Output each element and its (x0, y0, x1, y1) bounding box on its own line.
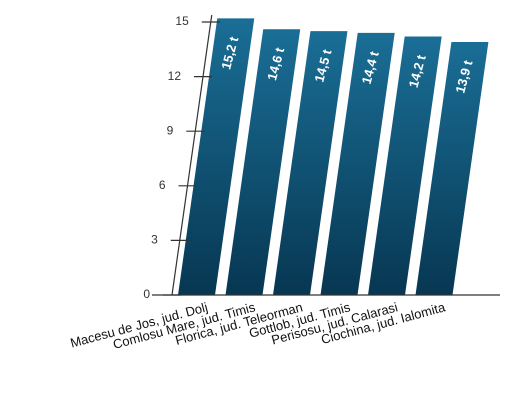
y-axis-line (171, 14, 213, 296)
y-tick-label: 15 (175, 14, 189, 28)
bar (178, 18, 255, 296)
y-tick-label: 6 (159, 178, 166, 192)
y-tick-label: 9 (167, 123, 174, 137)
y-tick-label: 3 (151, 233, 158, 247)
bar (320, 32, 395, 296)
bar (368, 36, 442, 296)
bars-group (178, 18, 489, 296)
bar (273, 31, 348, 295)
axes-group (152, 14, 500, 296)
bar (225, 29, 301, 296)
bar (415, 42, 489, 295)
y-tick-label: 0 (143, 287, 150, 301)
y-tick-label: 12 (168, 69, 182, 83)
